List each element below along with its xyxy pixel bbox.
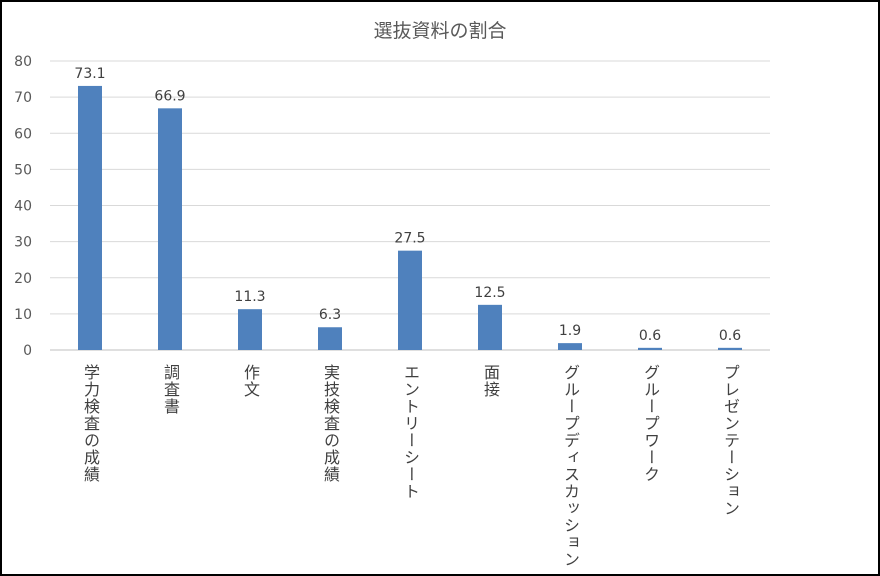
y-tick-label: 0 <box>23 343 32 359</box>
x-tick-label: グループディスカッション <box>561 364 580 568</box>
bar <box>718 347 742 350</box>
bar <box>638 347 662 350</box>
data-label: 0.6 <box>639 328 661 344</box>
data-label: 66.9 <box>154 88 185 104</box>
bar <box>158 108 182 350</box>
y-tick-label: 10 <box>14 307 32 323</box>
data-label: 1.9 <box>559 323 581 339</box>
data-label: 12.5 <box>474 285 505 301</box>
y-tick-label: 20 <box>14 271 32 287</box>
x-tick-label: プレゼンテーション <box>721 364 740 517</box>
bar <box>238 309 262 350</box>
data-label: 11.3 <box>234 289 265 305</box>
chart-title: 選抜資料の割合 <box>373 20 507 42</box>
y-tick-label: 70 <box>14 90 32 106</box>
x-tick-label: 面接 <box>481 364 500 398</box>
x-tick-label: エントリーシート <box>401 364 420 500</box>
x-tick-label: 作文 <box>241 364 260 398</box>
bar <box>398 250 422 350</box>
y-tick-label: 50 <box>14 162 32 178</box>
x-tick-label: グループワーク <box>641 364 660 483</box>
data-label: 27.5 <box>394 231 425 247</box>
bar <box>558 343 582 350</box>
data-label: 73.1 <box>74 66 105 82</box>
x-tick-label: 実技検査の成績 <box>321 364 340 483</box>
y-tick-label: 80 <box>14 54 32 70</box>
x-tick-label: 学力検査の成績 <box>81 364 100 483</box>
data-label: 6.3 <box>319 307 341 323</box>
bar <box>318 327 342 350</box>
bar <box>78 85 102 351</box>
y-tick-label: 60 <box>14 126 32 142</box>
x-tick-label: 調査書 <box>161 364 180 415</box>
bar <box>478 304 502 350</box>
y-tick-label: 30 <box>14 235 32 251</box>
y-tick-label: 40 <box>14 199 32 215</box>
data-label: 0.6 <box>719 328 741 344</box>
